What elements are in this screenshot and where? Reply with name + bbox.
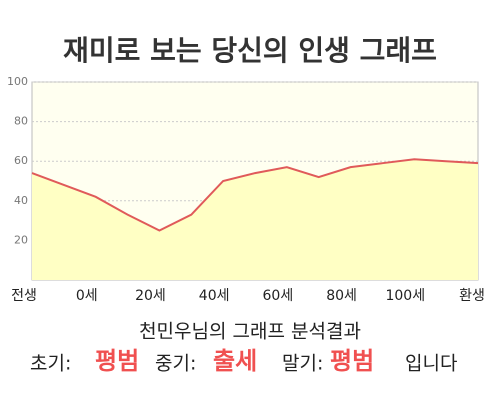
x-tick-label: 0세 — [76, 288, 98, 304]
area-fill — [32, 159, 478, 280]
early-result: 평범 — [95, 347, 139, 375]
early-label: 초기: — [30, 353, 71, 375]
x-tick-label: 20세 — [135, 288, 166, 304]
mid-result: 출세 — [213, 347, 257, 375]
x-tick-label: 60세 — [263, 288, 294, 304]
mid-label: 중기: — [155, 353, 196, 375]
y-tick-label: 80 — [14, 115, 28, 128]
y-tick-label: 60 — [14, 154, 28, 167]
x-tick-label: 40세 — [199, 288, 230, 304]
y-tick-label: 20 — [14, 233, 28, 246]
x-tick-label: 100세 — [385, 288, 425, 304]
x-tick-label: 전생 — [11, 288, 37, 304]
chart-title: 재미로 보는 당신의 인생 그래프 — [63, 34, 437, 67]
ending: 입니다 — [405, 353, 457, 375]
y-tick-label: 100 — [7, 75, 28, 88]
plot: 20 40 60 80 100 전생 0세 20세 40세 60세 80세 100세 환생 — [7, 75, 485, 304]
line — [31, 158, 479, 232]
late-label: 말기: — [282, 353, 323, 375]
y-tick-label: 40 — [14, 194, 28, 207]
result-heading: 천민우님의 그래프 분석결과 — [139, 321, 361, 343]
late-result: 평범 — [330, 347, 374, 375]
x-tick-label: 환생 — [459, 288, 485, 304]
x-tick-label: 80세 — [326, 288, 357, 304]
